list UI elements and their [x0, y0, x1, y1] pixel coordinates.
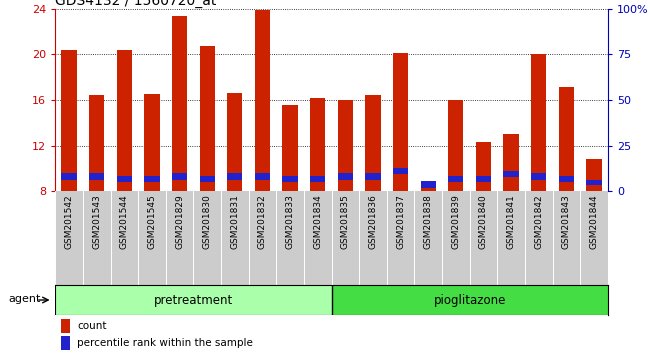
Text: GSM201834: GSM201834 — [313, 194, 322, 249]
Text: GSM201837: GSM201837 — [396, 194, 405, 249]
Bar — [144, 176, 159, 182]
Text: GSM201545: GSM201545 — [148, 194, 157, 249]
Bar — [504, 171, 519, 177]
Text: pioglitazone: pioglitazone — [434, 293, 506, 307]
Text: GSM201542: GSM201542 — [64, 194, 73, 249]
Bar — [117, 50, 132, 191]
Bar — [62, 50, 77, 191]
Text: GSM201835: GSM201835 — [341, 194, 350, 249]
Text: GSM201832: GSM201832 — [258, 194, 267, 249]
Bar — [61, 336, 70, 350]
Text: GDS4132 / 1560720_at: GDS4132 / 1560720_at — [55, 0, 216, 8]
Bar — [310, 98, 325, 191]
Bar — [448, 100, 463, 191]
Bar — [283, 104, 298, 191]
Bar — [89, 96, 104, 191]
Bar — [62, 173, 77, 180]
Bar — [504, 134, 519, 191]
Text: GSM201543: GSM201543 — [92, 194, 101, 249]
Text: GSM201840: GSM201840 — [479, 194, 488, 249]
Bar — [200, 176, 214, 182]
Bar — [586, 159, 601, 191]
Text: pretreatment: pretreatment — [154, 293, 233, 307]
Text: GSM201844: GSM201844 — [590, 194, 599, 249]
Text: GSM201544: GSM201544 — [120, 194, 129, 249]
Text: GSM201842: GSM201842 — [534, 194, 543, 249]
Bar — [476, 176, 491, 182]
Bar — [310, 176, 325, 182]
Bar — [476, 142, 491, 191]
Bar — [89, 173, 104, 180]
Text: GSM201838: GSM201838 — [424, 194, 433, 249]
Bar — [283, 176, 298, 182]
Bar — [172, 173, 187, 180]
Bar — [227, 173, 242, 180]
Text: GSM201839: GSM201839 — [451, 194, 460, 249]
Bar — [117, 176, 132, 182]
Text: GSM201830: GSM201830 — [203, 194, 212, 249]
Bar — [255, 173, 270, 180]
Bar — [559, 176, 574, 182]
Bar — [421, 182, 436, 188]
Text: GSM201831: GSM201831 — [230, 194, 239, 249]
Text: agent: agent — [8, 293, 41, 303]
Bar — [393, 168, 408, 174]
Bar — [200, 46, 214, 191]
Text: GSM201829: GSM201829 — [175, 194, 184, 249]
Bar — [531, 55, 546, 191]
Bar — [393, 53, 408, 191]
Bar — [255, 10, 270, 191]
Bar — [338, 173, 353, 180]
Bar — [365, 173, 380, 180]
Text: percentile rank within the sample: percentile rank within the sample — [77, 338, 253, 348]
Bar — [559, 87, 574, 191]
Text: count: count — [77, 321, 107, 331]
Bar — [531, 173, 546, 180]
Bar — [332, 285, 608, 315]
Bar — [55, 285, 332, 315]
Bar — [172, 16, 187, 191]
Bar — [61, 319, 70, 333]
Bar — [586, 180, 601, 185]
Text: GSM201841: GSM201841 — [506, 194, 515, 249]
Bar — [144, 94, 159, 191]
Bar — [448, 176, 463, 182]
Text: GSM201836: GSM201836 — [369, 194, 378, 249]
Text: GSM201833: GSM201833 — [285, 194, 294, 249]
Bar — [421, 188, 436, 191]
Bar — [365, 96, 380, 191]
Bar — [338, 100, 353, 191]
Bar — [227, 93, 242, 191]
Text: GSM201843: GSM201843 — [562, 194, 571, 249]
